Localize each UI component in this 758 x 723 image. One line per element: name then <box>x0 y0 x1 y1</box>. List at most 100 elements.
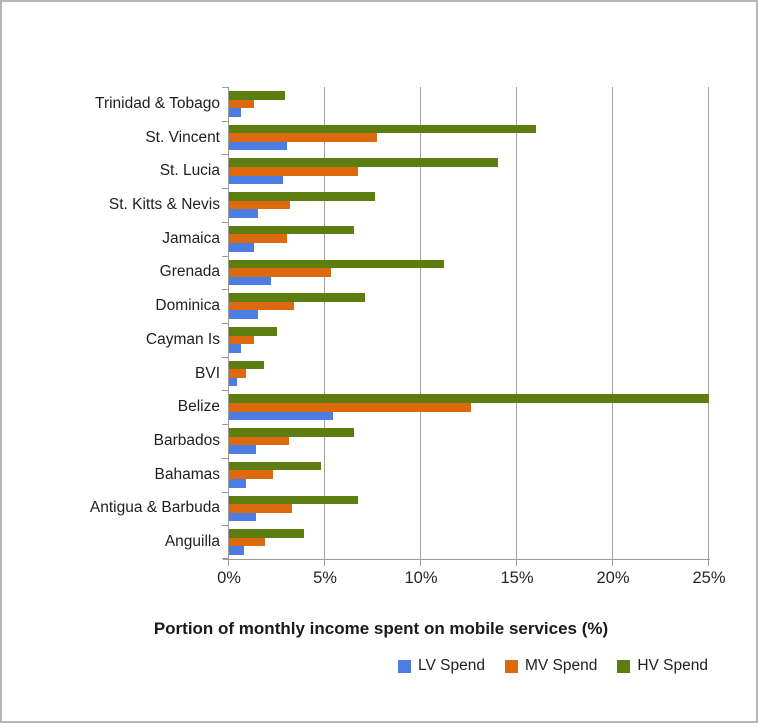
bar-lv-9 <box>229 411 333 421</box>
legend-swatch-icon <box>617 659 631 673</box>
y-tick-mark <box>222 323 229 324</box>
plot-area <box>222 87 710 566</box>
bar-mv-13 <box>229 537 266 547</box>
bar-lv-7 <box>229 344 241 353</box>
category-label-1: St. Vincent <box>145 128 220 146</box>
y-tick-mark <box>222 356 229 358</box>
x-axis-line <box>223 559 710 560</box>
category-label-7: Cayman Is <box>145 330 220 348</box>
chart-row-13 <box>229 525 758 563</box>
gridline-10 <box>420 87 421 559</box>
bar-lv-8 <box>229 377 237 387</box>
bar-lv-1 <box>229 141 287 151</box>
x-tick-mark <box>516 559 517 566</box>
chart-row-2 <box>229 154 758 192</box>
bar-lv-4 <box>229 243 254 252</box>
y-tick-mark <box>222 188 229 190</box>
bar-lv-10 <box>229 445 256 454</box>
bar-hv-6 <box>229 293 366 302</box>
gridline-20 <box>612 87 613 559</box>
bar-lv-5 <box>229 276 272 286</box>
bar-hv-10 <box>229 428 354 437</box>
legend-item-mv: MV Spend <box>504 657 598 675</box>
category-label-10: Barbados <box>153 432 220 449</box>
bar-lv-12 <box>229 512 256 522</box>
category-label-2: St. Lucia <box>159 162 220 180</box>
gridline-15 <box>516 87 517 559</box>
gridline-5 <box>324 87 325 559</box>
chart-row-1 <box>229 121 758 159</box>
y-tick-mark <box>222 87 229 88</box>
x-tick-mark <box>324 559 325 566</box>
legend-swatch-icon <box>504 659 518 673</box>
bar-mv-1 <box>229 133 377 142</box>
bar-mv-0 <box>229 99 254 109</box>
bar-hv-1 <box>229 124 537 134</box>
bar-mv-9 <box>229 403 471 412</box>
category-label-5: Grenada <box>159 263 220 281</box>
bar-mv-6 <box>229 301 295 311</box>
gridline-25 <box>708 87 709 559</box>
legend-label: HV Spend <box>637 657 708 674</box>
bar-hv-0 <box>229 91 285 100</box>
bar-mv-5 <box>229 268 331 277</box>
y-tick-mark <box>222 390 229 392</box>
chart-row-4 <box>229 222 758 260</box>
bar-hv-3 <box>229 192 375 201</box>
chart-row-5 <box>229 256 758 294</box>
bar-mv-12 <box>229 504 293 513</box>
bar-mv-11 <box>229 470 274 480</box>
chart-row-7 <box>229 323 758 361</box>
legend-swatch-icon <box>398 659 411 673</box>
bar-hv-13 <box>229 529 304 538</box>
y-tick-mark <box>222 289 229 291</box>
x-tick-mark <box>420 559 421 566</box>
bar-mv-8 <box>229 369 247 378</box>
x-tick-mark <box>708 559 709 566</box>
bar-mv-10 <box>229 436 289 446</box>
chart-row-9 <box>229 390 758 428</box>
bar-hv-11 <box>229 461 322 471</box>
y-tick-mark <box>222 491 229 493</box>
bar-lv-3 <box>229 209 258 218</box>
bar-mv-7 <box>229 335 254 345</box>
legend-label: LV Spend <box>418 657 485 674</box>
legend-label: MV Spend <box>524 657 598 674</box>
category-label-11: Bahamas <box>154 465 220 483</box>
category-label-6: Dominica <box>155 297 220 315</box>
category-label-4: Jamaica <box>162 229 220 247</box>
category-label-9: Belize <box>177 398 220 416</box>
y-tick-mark <box>222 120 229 122</box>
category-label-3: St. Kitts & Nevis <box>108 196 220 213</box>
chart-row-12 <box>229 492 758 530</box>
chart-row-8 <box>229 357 758 395</box>
x-tick-label: 5% <box>313 569 337 587</box>
y-tick-mark <box>222 457 229 459</box>
bar-mv-2 <box>229 167 358 176</box>
x-tick-label: 15% <box>500 569 534 587</box>
y-tick-mark <box>222 255 229 257</box>
bar-lv-6 <box>229 310 258 320</box>
y-tick-mark <box>222 221 229 223</box>
legend-item-hv: HV Spend <box>617 657 708 675</box>
y-tick-mark <box>222 525 229 527</box>
bar-hv-9 <box>229 394 709 404</box>
bar-lv-0 <box>229 108 241 117</box>
bar-lv-2 <box>229 175 283 185</box>
chart-row-6 <box>229 289 758 327</box>
bar-mv-3 <box>229 200 291 210</box>
chart-row-3 <box>229 188 758 226</box>
bar-lv-11 <box>229 479 247 488</box>
y-tick-mark <box>222 154 229 156</box>
category-label-12: Antigua & Barbuda <box>89 499 220 517</box>
category-label-8: BVI <box>195 364 220 382</box>
bar-mv-4 <box>229 234 287 244</box>
legend-item-lv: LV Spend <box>398 657 485 675</box>
bar-lv-13 <box>229 546 245 556</box>
bar-hv-4 <box>229 225 354 235</box>
chart-row-0 <box>229 87 758 125</box>
category-label-0: Trinidad & Tobago <box>95 94 220 112</box>
category-label-13: Anguilla <box>164 533 220 551</box>
chart-row-10 <box>229 424 758 462</box>
